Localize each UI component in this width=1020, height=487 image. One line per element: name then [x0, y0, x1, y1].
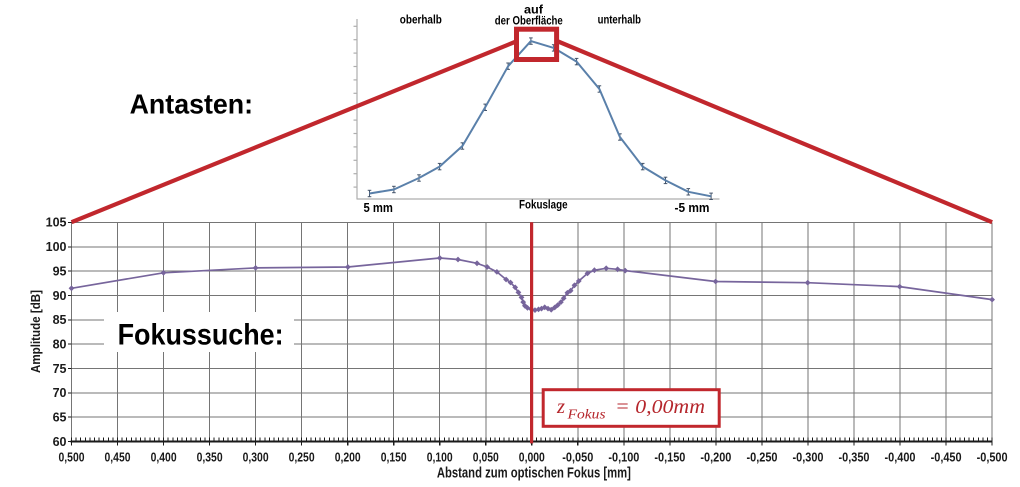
svg-text:-0,500: -0,500 [977, 451, 1008, 465]
svg-text:75: 75 [53, 362, 67, 376]
svg-text:100: 100 [46, 240, 67, 254]
svg-text:0,150: 0,150 [381, 451, 407, 465]
svg-text:-0,200: -0,200 [700, 451, 731, 465]
svg-text:0,300: 0,300 [243, 451, 269, 465]
svg-text:95: 95 [53, 264, 67, 278]
svg-text:5 mm: 5 mm [364, 200, 393, 215]
svg-text:90: 90 [53, 289, 67, 303]
svg-text:0,100: 0,100 [427, 451, 453, 465]
svg-text:-0,400: -0,400 [885, 451, 916, 465]
svg-text:z: z [556, 396, 565, 418]
svg-text:Fokussuche:: Fokussuche: [118, 318, 284, 351]
svg-text:0,450: 0,450 [105, 451, 131, 465]
svg-text:0,500: 0,500 [59, 451, 85, 465]
svg-text:oberhalb: oberhalb [400, 12, 442, 26]
svg-text:0,350: 0,350 [197, 451, 223, 465]
svg-text:0,000: 0,000 [519, 451, 545, 465]
svg-text:unterhalb: unterhalb [598, 12, 641, 26]
svg-text:-0,050: -0,050 [562, 451, 593, 465]
svg-text:0,200: 0,200 [335, 451, 361, 465]
svg-text:Fokuslage: Fokuslage [519, 200, 568, 212]
svg-text:-5 mm: -5 mm [675, 200, 710, 215]
svg-text:-0,300: -0,300 [793, 451, 824, 465]
svg-text:0,250: 0,250 [289, 451, 315, 465]
svg-text:-0,100: -0,100 [608, 451, 639, 465]
svg-text:105: 105 [46, 216, 67, 230]
svg-text:0,050: 0,050 [473, 451, 499, 465]
svg-text:80: 80 [53, 338, 67, 352]
svg-text:Amplitude [dB]: Amplitude [dB] [29, 290, 43, 373]
svg-text:-0,450: -0,450 [931, 451, 962, 465]
svg-text:auf: auf [524, 3, 544, 17]
svg-text:85: 85 [53, 313, 67, 327]
svg-text:= 0,00mm: = 0,00mm [615, 396, 705, 418]
svg-text:der Oberfläche: der Oberfläche [495, 14, 563, 28]
svg-text:-0,250: -0,250 [747, 451, 778, 465]
svg-text:-0,150: -0,150 [654, 451, 685, 465]
svg-text:Fokus: Fokus [566, 407, 605, 422]
svg-text:Antasten:: Antasten: [130, 89, 254, 120]
svg-text:70: 70 [53, 386, 67, 400]
svg-text:65: 65 [53, 411, 67, 425]
svg-text:-0,350: -0,350 [839, 451, 870, 465]
svg-text:Abstand zum optischen Fokus [: Abstand zum optischen Fokus [mm] [437, 465, 631, 482]
svg-text:60: 60 [53, 435, 67, 449]
svg-text:0,400: 0,400 [151, 451, 177, 465]
